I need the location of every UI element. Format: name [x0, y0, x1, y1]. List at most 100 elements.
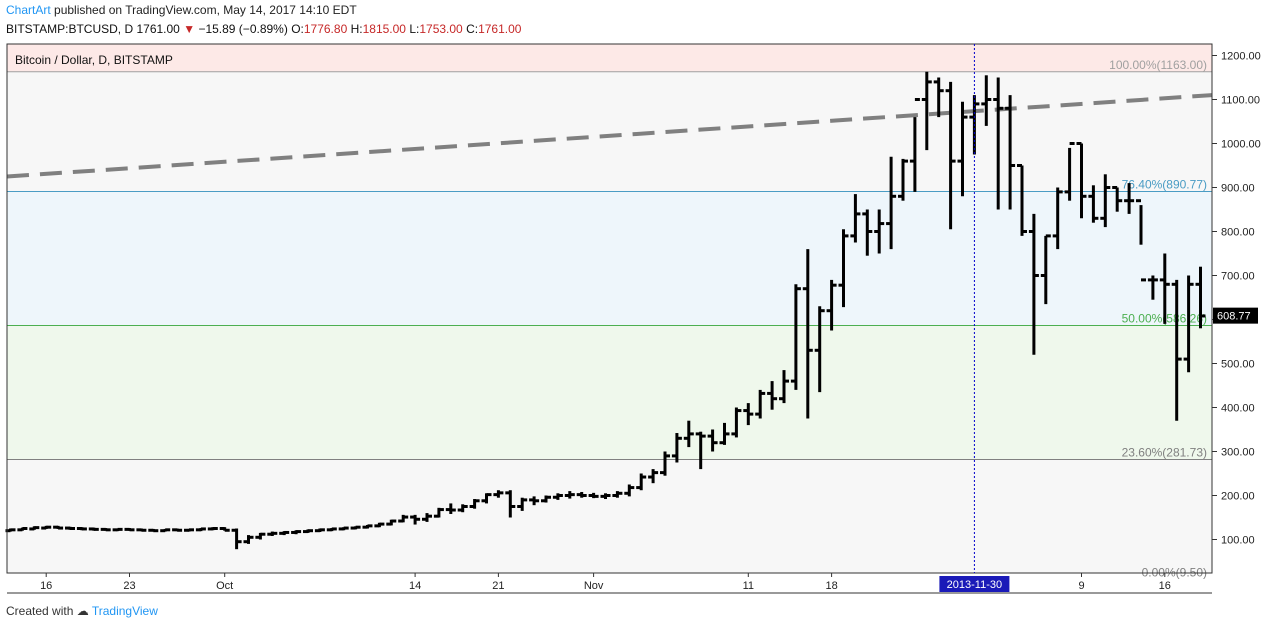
ohlc-bar [469, 499, 480, 509]
ohlc-bar [410, 514, 421, 525]
down-arrow-icon: ▼ [183, 22, 196, 36]
crosshair-date-label: 2013-11-30 [947, 579, 1002, 591]
ohlc-bar [76, 527, 87, 531]
ohlc-bar [374, 522, 385, 528]
open-label: O: [291, 22, 304, 36]
ohlc-bar [1147, 275, 1158, 300]
fib-label-0: 100.00%(1163.00) [1109, 58, 1207, 72]
ohlc-bar [88, 527, 99, 531]
x-tick-label: 11 [743, 580, 754, 592]
ohlc-bar [588, 492, 599, 499]
tradingview-logo-icon[interactable]: ☁ [76, 604, 89, 618]
ohlc-bar [112, 527, 123, 532]
plot-frame [6, 43, 1213, 594]
ohlc-bar [362, 524, 373, 529]
y-tick-label: 200.00 [1221, 491, 1255, 503]
fib-band-1 [7, 71, 1212, 192]
y-tick-label: 100.00 [1221, 535, 1255, 547]
ohlc-bar [862, 209, 873, 256]
ohlc-bar [790, 284, 801, 390]
open-value: 1776.80 [303, 22, 348, 36]
fib-label-1: 76.40%(890.77) [1122, 178, 1207, 192]
ohlc-bar [172, 528, 183, 532]
ohlc-bar [279, 530, 290, 536]
plot-border [6, 43, 1213, 574]
ohlc-bar [957, 101, 968, 197]
ohlc-bar [529, 496, 540, 506]
ohlc-bar [267, 531, 278, 536]
ohlc-bar [53, 525, 64, 530]
ohlc-bar [326, 527, 337, 532]
ohlc-bar [1136, 199, 1146, 282]
tradingview-link[interactable]: TradingView [91, 604, 158, 618]
last-price: 1761.00 [136, 22, 180, 36]
ohlc-bar [481, 493, 492, 504]
fib-band-0 [7, 44, 1212, 72]
ohlc-bar [826, 279, 837, 331]
fib-band-3 [7, 325, 1212, 460]
ohlc-bar [814, 306, 825, 393]
ohlc-bar [41, 525, 52, 530]
ohlc-bar [648, 469, 659, 484]
ohlc-bar [671, 433, 682, 463]
ohlc-bar [564, 491, 575, 499]
low-value: 1753.00 [419, 22, 463, 36]
fib-label-4: 0.00%(9.50) [1142, 565, 1207, 579]
price-marker-box [1213, 307, 1258, 324]
y-tick-label: 600.00 [1221, 315, 1255, 327]
x-tick-label: Oct [216, 580, 233, 592]
price-change: −15.89 (−0.89%) [198, 22, 288, 36]
ohlc-bar [743, 403, 754, 426]
ohlc-bar [314, 528, 325, 533]
ohlc-bar [29, 526, 40, 531]
fib-label-2: 50.00%(586.26) [1122, 312, 1207, 326]
ohlc-bar [291, 530, 302, 535]
ohlc-bar [5, 528, 16, 533]
ohlc-bars [5, 71, 1206, 550]
ohlc-bar [767, 381, 778, 410]
ohlc-bar [838, 229, 849, 308]
ohlc-bar [1076, 142, 1087, 219]
high-value: 1815.00 [362, 22, 406, 36]
x-tick-label: 9 [1078, 580, 1084, 592]
ohlc-bar [398, 514, 409, 523]
brand-link[interactable]: ChartArt [6, 3, 51, 17]
y-tick-label: 300.00 [1221, 447, 1255, 459]
ohlc-bar [207, 527, 218, 531]
y-tick-label: 1100.00 [1221, 95, 1260, 107]
price-marker-label: 608.77 [1217, 311, 1251, 323]
y-tick-label: 900.00 [1221, 183, 1255, 195]
ohlc-bar [124, 527, 135, 532]
crosshair-date-box [939, 576, 1010, 592]
footer: Created with ☁ TradingView [6, 604, 158, 618]
ohlc-bar [624, 484, 635, 497]
ohlc-bar [683, 420, 694, 448]
ohlc-bar [1112, 186, 1123, 212]
ohlc-bar [17, 527, 28, 532]
chart-overlay: 2013-11-30 608.77 Bitcoin / Dollar, D, BIT… [15, 44, 1258, 592]
price-axis[interactable]: 1200.00 1100.00 1000.00 900.00 800.00 700.00 6… [1212, 51, 1261, 547]
chart-title: Bitcoin / Dollar, D, BITSTAMP [15, 53, 173, 67]
publish-text: published on TradingView.com, May 14, 20… [54, 3, 357, 17]
publish-header: ChartArt published on TradingView.com, M… [6, 3, 357, 17]
ohlc-bar [160, 528, 171, 533]
ohlc-bar [909, 98, 920, 192]
ohlc-bar [636, 473, 647, 491]
ohlc-bar [779, 370, 789, 404]
ohlc-bar [65, 526, 75, 530]
ohlc-bar [1171, 279, 1182, 421]
ohlc-bar [921, 71, 932, 151]
ohlc-bar [1040, 234, 1051, 305]
ohlc-bar [303, 529, 313, 534]
time-axis[interactable]: 16 23 Oct 14 21 Nov 11 18 9 16 [40, 573, 1171, 592]
ohlc-bar [850, 194, 861, 243]
trendline [6, 93, 1213, 179]
ohlc-bar [1195, 266, 1206, 329]
ohlc-bar [219, 527, 230, 532]
y-tick-label: 1200.00 [1221, 51, 1261, 63]
ohlc-bar [576, 491, 587, 498]
created-with-text: Created with [6, 604, 74, 618]
x-tick-label: 14 [409, 580, 421, 592]
ohlc-bar [457, 504, 468, 513]
